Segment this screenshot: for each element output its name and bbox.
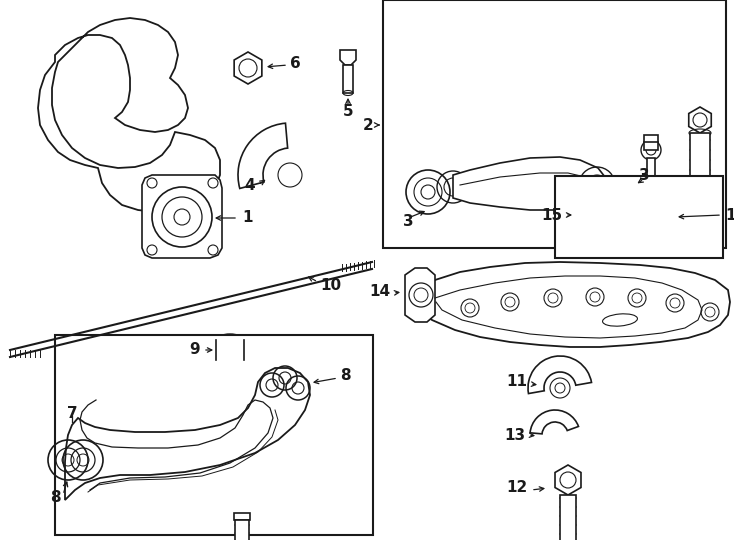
Text: 3: 3 — [639, 167, 650, 183]
Text: 4: 4 — [244, 178, 255, 192]
Wedge shape — [530, 410, 578, 434]
Polygon shape — [65, 368, 310, 500]
Text: 14: 14 — [369, 285, 390, 300]
Text: 2: 2 — [363, 118, 374, 132]
Text: 12: 12 — [506, 481, 528, 496]
Bar — [55, 335, 373, 535]
Text: 15: 15 — [541, 207, 562, 222]
Polygon shape — [413, 262, 730, 347]
Polygon shape — [234, 52, 262, 84]
Text: 8: 8 — [340, 368, 351, 382]
Bar — [383, 0, 726, 248]
Text: 9: 9 — [189, 342, 200, 357]
Text: 16: 16 — [725, 207, 734, 222]
Bar — [555, 176, 723, 258]
Text: 13: 13 — [504, 428, 525, 442]
Polygon shape — [142, 175, 222, 258]
Text: 1: 1 — [242, 211, 252, 226]
Wedge shape — [528, 356, 592, 394]
Polygon shape — [405, 268, 435, 322]
Polygon shape — [234, 513, 250, 520]
Text: 7: 7 — [67, 406, 77, 421]
Polygon shape — [644, 135, 658, 150]
Text: 3: 3 — [403, 214, 413, 230]
Wedge shape — [238, 123, 288, 188]
Text: 11: 11 — [506, 375, 527, 389]
Polygon shape — [340, 50, 356, 65]
Polygon shape — [235, 520, 249, 540]
Text: 5: 5 — [343, 105, 353, 119]
Polygon shape — [690, 133, 710, 210]
Polygon shape — [605, 195, 672, 240]
Polygon shape — [560, 495, 576, 540]
Text: 10: 10 — [320, 278, 341, 293]
Polygon shape — [453, 157, 605, 210]
Polygon shape — [647, 158, 655, 185]
Polygon shape — [688, 107, 711, 133]
Polygon shape — [38, 18, 220, 212]
Polygon shape — [343, 65, 353, 93]
Polygon shape — [555, 465, 581, 495]
Text: 8: 8 — [50, 489, 61, 504]
Text: 6: 6 — [290, 56, 301, 71]
